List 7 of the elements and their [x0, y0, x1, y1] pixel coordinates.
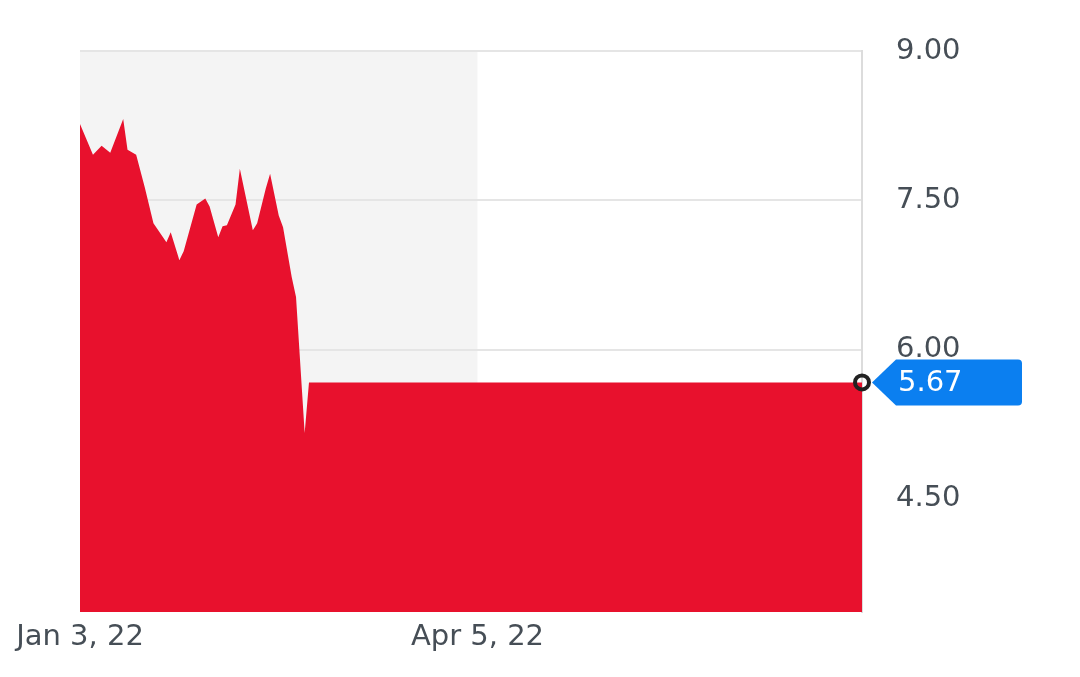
y-tick-label: 9.00 [896, 31, 961, 66]
x-tick-label: Jan 3, 22 [14, 617, 144, 652]
y-tick-label: 7.50 [896, 181, 961, 216]
y-tick-label: 4.50 [896, 479, 961, 514]
annotation: 5.67 [898, 363, 963, 398]
x-tick-label: Apr 5, 22 [410, 617, 545, 652]
y-tick-label: 6.00 [896, 330, 961, 365]
